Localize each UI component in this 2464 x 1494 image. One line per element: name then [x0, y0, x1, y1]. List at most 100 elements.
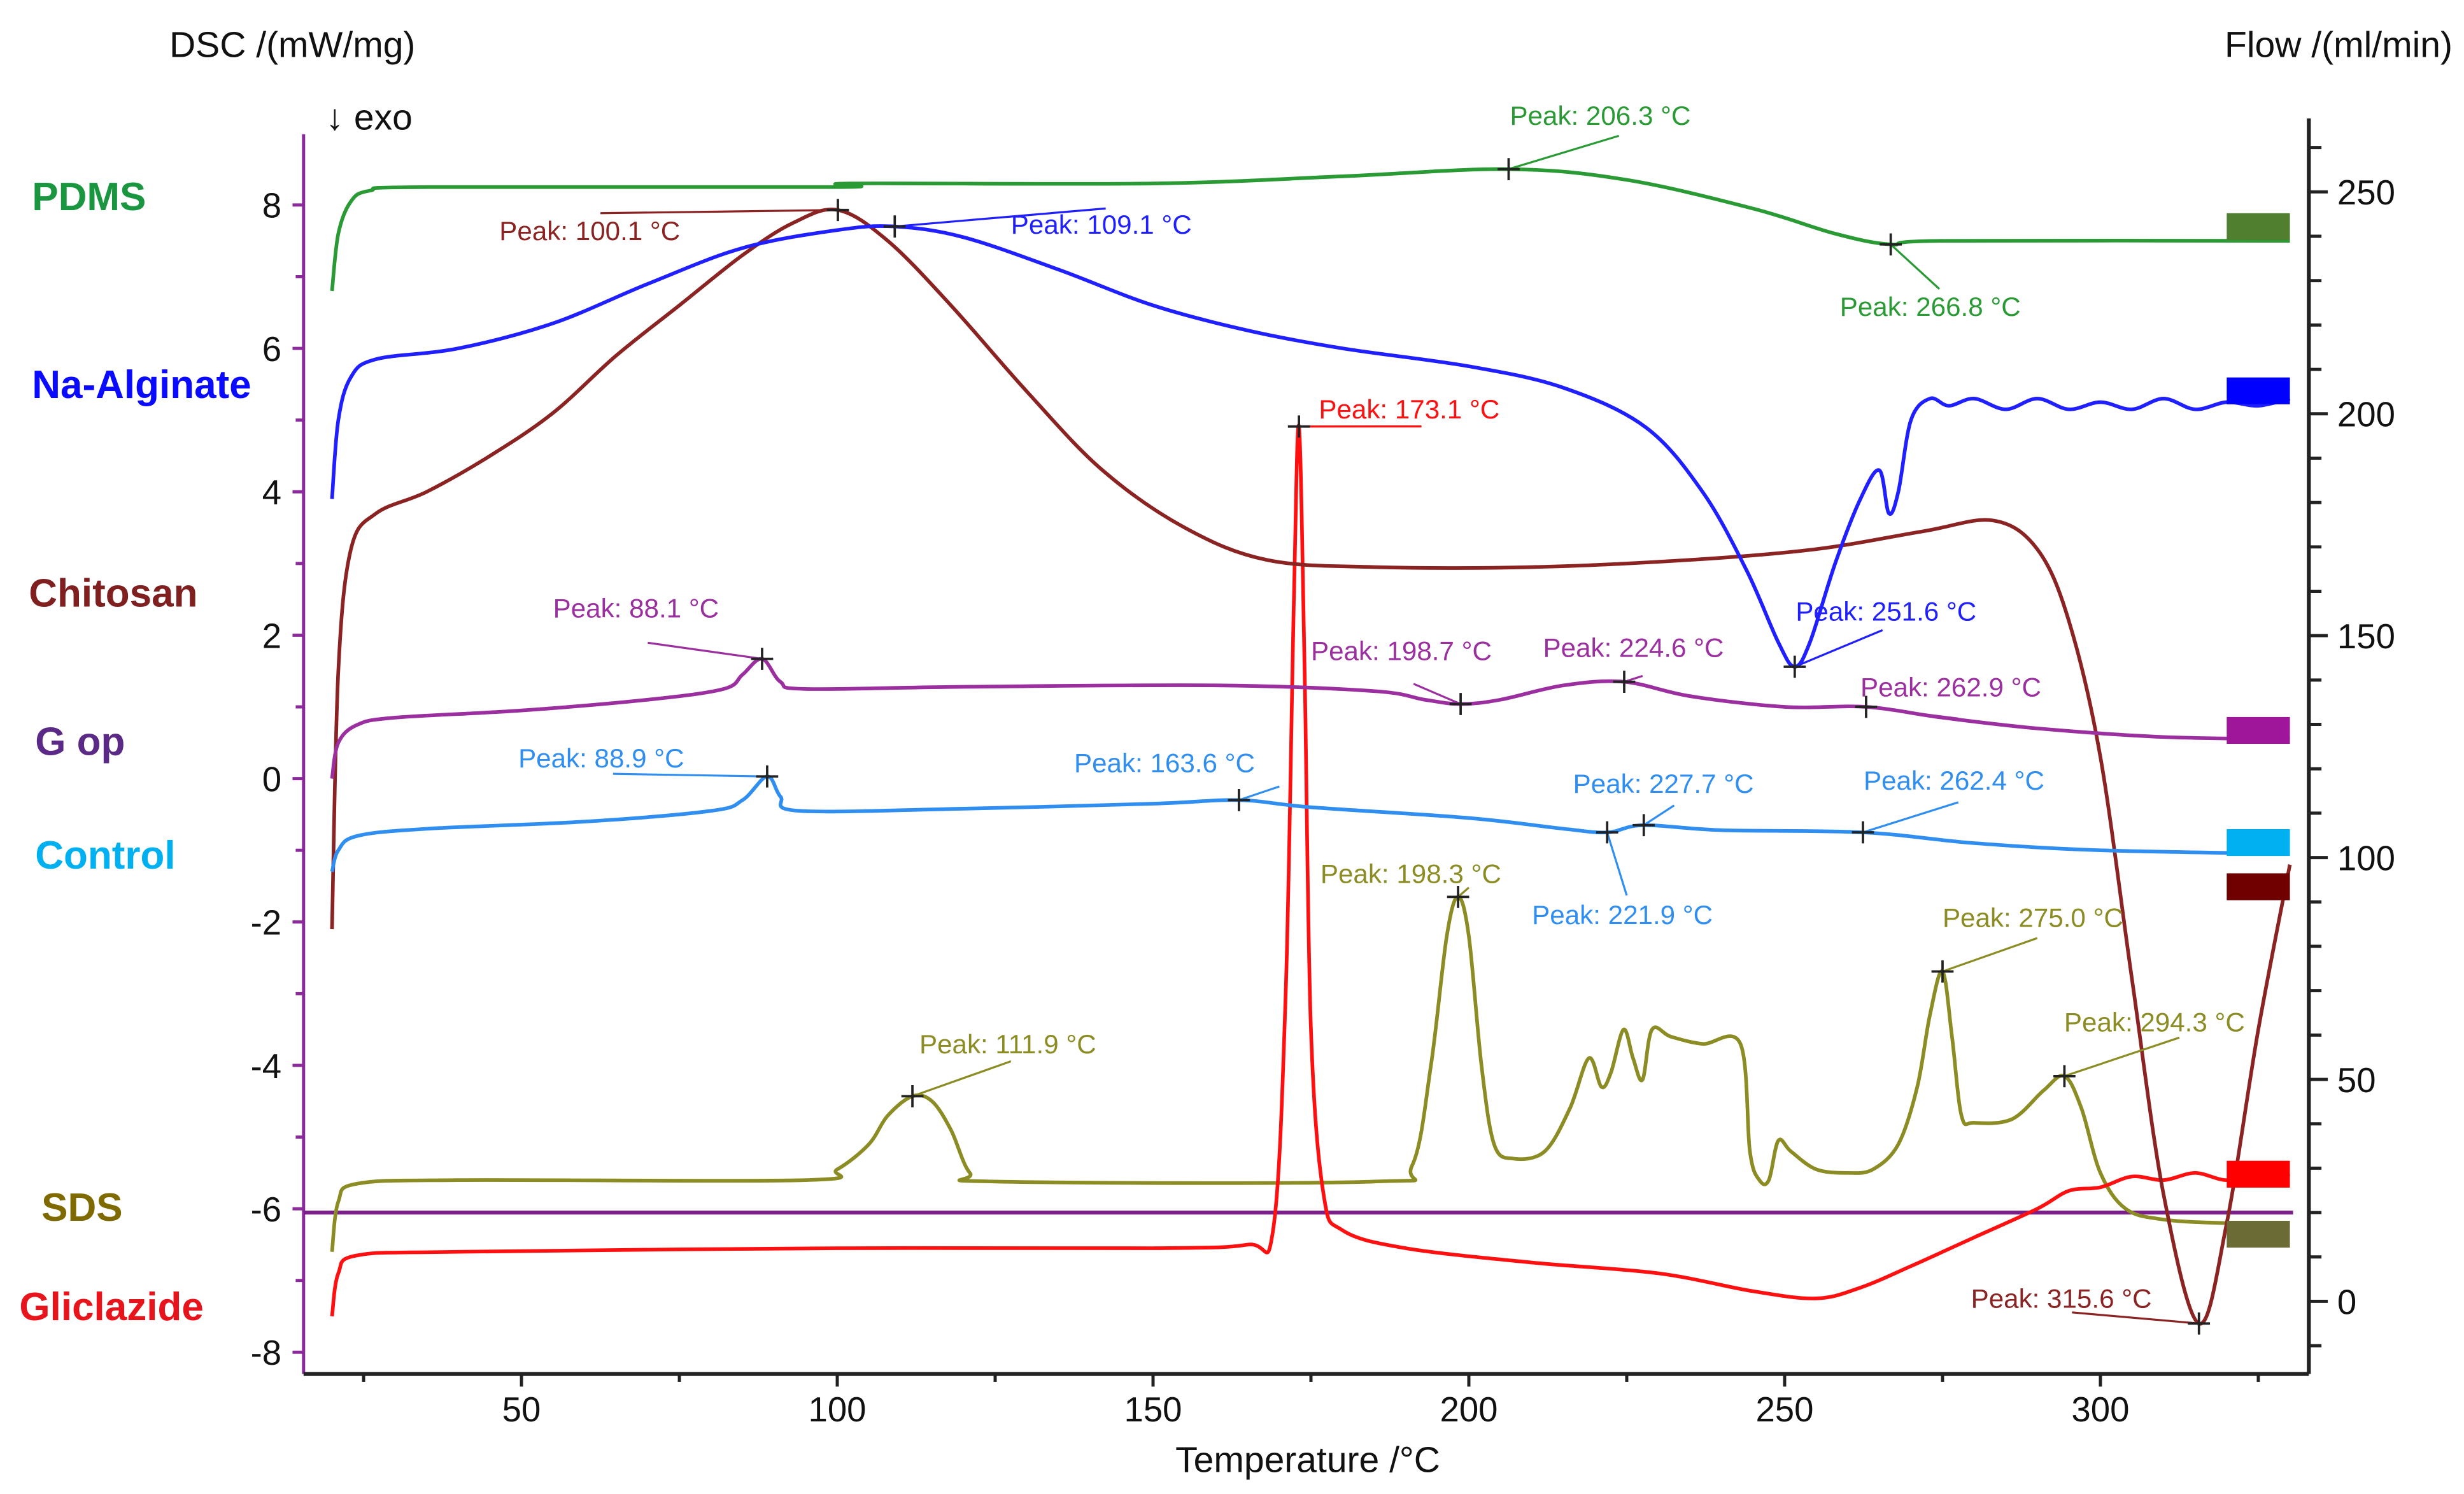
curve-end-marker [2227, 829, 2290, 857]
peak-leader-line [1643, 804, 1675, 827]
y-tick-label: -8 [251, 1334, 282, 1372]
peak-leader-line [648, 641, 763, 660]
peak-marker [826, 199, 849, 222]
peak-label: Peak: 221.9 °C [1532, 900, 1713, 930]
peak-marker [1228, 789, 1250, 811]
peak-leader-line [1238, 785, 1280, 801]
peak-marker [1498, 158, 1520, 180]
peak-marker [1931, 960, 1954, 983]
curve-end-marker [2227, 377, 2290, 404]
x-tick-label: 100 [809, 1390, 867, 1429]
peak-leader-line [1606, 832, 1628, 896]
peak-marker [883, 215, 906, 238]
peak-label: Peak: 262.9 °C [1860, 672, 2041, 702]
legend-label-g-op: G op [35, 720, 125, 764]
y-tick-label: -6 [251, 1190, 282, 1229]
x-tick-label: 200 [1440, 1390, 1498, 1429]
series-line-gliclazide [330, 423, 2290, 1317]
y-tick-label: 0 [262, 760, 281, 799]
peak-leader-line [1862, 801, 1959, 834]
series-line-sds [330, 895, 2290, 1253]
peak-leader-line [1794, 629, 1883, 668]
peak-label: Peak: 315.6 °C [1971, 1283, 2152, 1313]
peak-leader-line [912, 1060, 1012, 1097]
x-axis-label: Temperature /°C [1175, 1439, 1440, 1480]
peak-leader-line [1890, 243, 1941, 290]
curve-end-marker [2227, 213, 2290, 240]
peak-marker [751, 648, 774, 670]
y2-tick-label: 250 [2337, 173, 2395, 212]
legend-label-gliclazide: Gliclazide [19, 1285, 203, 1329]
peak-label: Peak: 198.3 °C [1321, 858, 1501, 888]
peak-leader-line [1508, 134, 1620, 171]
x-tick-label: 300 [2071, 1390, 2129, 1429]
y-tick-label: 4 [262, 473, 281, 512]
peak-leader-line [895, 207, 1106, 228]
legend-label-chitosan: Chitosan [29, 571, 197, 615]
peak-marker [756, 765, 779, 788]
peak-label: Peak: 227.7 °C [1573, 769, 1754, 799]
peak-leader-line [2064, 1036, 2180, 1078]
peak-leader-line [1413, 683, 1461, 705]
peak-leader-line [1942, 937, 2038, 972]
peak-leader-line [1457, 886, 1470, 898]
peak-leader-line [1866, 706, 1958, 720]
peak-label: Peak: 109.1 °C [1011, 210, 1192, 239]
peak-label: Peak: 266.8 °C [1840, 292, 2021, 322]
x-tick-label: 150 [1124, 1390, 1182, 1429]
y-axis-label: DSC /(mW/mg) [169, 24, 415, 65]
peak-label: Peak: 275.0 °C [1943, 903, 2123, 933]
peak-marker [1449, 693, 1472, 715]
curve-end-marker [2227, 873, 2290, 900]
peak-marker [1783, 655, 1806, 678]
peak-leader-line [2072, 1311, 2199, 1325]
y-tick-label: -4 [251, 1047, 282, 1086]
peak-label: Peak: 294.3 °C [2064, 1007, 2245, 1037]
series-line-chitosan [330, 207, 2292, 1326]
peak-label: Peak: 163.6 °C [1074, 748, 1255, 778]
legend-label-pdms: PDMS [32, 175, 146, 219]
peak-marker [2053, 1065, 2076, 1088]
peak-label: Peak: 88.1 °C [553, 594, 719, 623]
legend-label-na-alginate: Na-Alginate [32, 363, 251, 407]
peak-label: Peak: 198.7 °C [1311, 636, 1492, 666]
x-tick-label: 50 [502, 1390, 541, 1429]
y-tick-label: 6 [262, 330, 281, 369]
y2-tick-label: 200 [2337, 395, 2395, 434]
series-line-na-alginate [330, 224, 2291, 669]
curve-end-marker [2227, 716, 2290, 744]
legend-label-sds: SDS [41, 1186, 122, 1230]
peak-marker [901, 1085, 924, 1107]
peak-label: Peak: 251.6 °C [1795, 597, 1976, 627]
peak-marker [1852, 821, 1874, 844]
y2-tick-label: 50 [2337, 1061, 2376, 1100]
legend-label-control: Control [35, 834, 175, 878]
peak-marker [1880, 233, 1902, 256]
exo-indicator: ↓ exo [326, 97, 413, 138]
peak-marker [1855, 695, 1878, 718]
axes: 50 100 150 200 250 300 -8 -6 -4 -2 0 2 4 6 8 0 50 100 150 2… [251, 118, 2395, 1429]
peak-label: Peak: 224.6 °C [1543, 633, 1724, 663]
peak-label: Peak: 88.9 °C [518, 743, 684, 773]
peak-label: Peak: 111.9 °C [919, 1029, 1096, 1059]
peak-marker [1632, 814, 1655, 837]
y-tick-label: 8 [262, 187, 281, 225]
peak-label: Peak: 100.1 °C [499, 216, 680, 246]
peak-leader-line [612, 772, 767, 778]
y2-tick-label: 0 [2337, 1283, 2356, 1321]
peak-label: Peak: 173.1 °C [1319, 394, 1499, 424]
y-tick-label: -2 [251, 904, 282, 943]
peak-annotations: Peak: 206.3 °C Peak: 266.8 °C Peak: 109.1 … [499, 101, 2245, 1335]
legend: PDMS Na-Alginate Chitosan G op Control SDS Gli… [19, 175, 2290, 1329]
peak-leader-line [600, 209, 839, 215]
peak-marker [1613, 671, 1636, 693]
y2-tick-label: 150 [2337, 617, 2395, 656]
y2-axis-label: Flow /(ml/min) [2225, 24, 2453, 65]
peak-marker [1287, 415, 1310, 438]
peak-label: Peak: 262.4 °C [1864, 765, 2044, 795]
peak-marker [1596, 821, 1618, 844]
y2-tick-label: 100 [2337, 839, 2395, 878]
peak-label: Peak: 206.3 °C [1510, 101, 1690, 131]
peak-marker [2188, 1312, 2211, 1335]
